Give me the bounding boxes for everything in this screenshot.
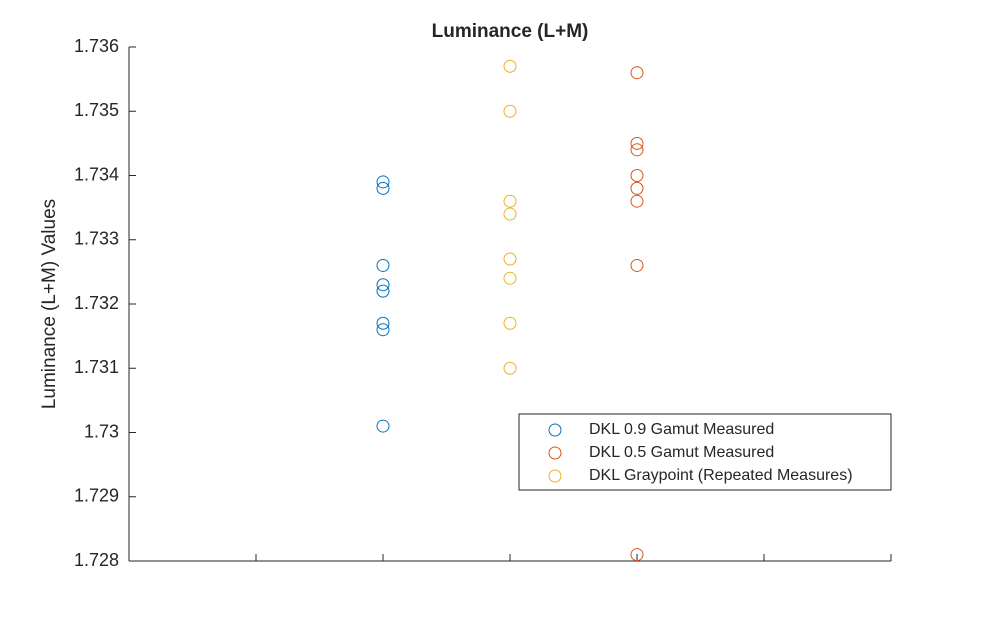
marker — [630, 143, 644, 157]
legend-marker — [548, 423, 562, 437]
marker — [503, 59, 517, 73]
marker — [376, 323, 390, 337]
chart-title: Luminance (L+M) — [432, 21, 589, 42]
marker — [503, 104, 517, 118]
marker — [630, 169, 644, 182]
marker — [630, 136, 644, 150]
legend: DKL 0.9 Gamut Measured DKL 0.5 Gamut Meas… — [518, 413, 892, 491]
y-tick-label: 1.735 — [74, 100, 119, 120]
marker — [630, 548, 644, 562]
y-tick-label: 1.732 — [74, 293, 119, 313]
marker — [630, 258, 644, 272]
y-tick-label: 1.728 — [74, 550, 119, 570]
marker — [503, 207, 517, 221]
legend-label: DKL 0.9 Gamut Measured — [589, 421, 774, 438]
marker — [503, 316, 517, 330]
legend-marker — [548, 446, 562, 460]
legend-marker — [548, 469, 562, 483]
y-tick-label: 1.733 — [74, 229, 119, 249]
y-tick-label: 1.734 — [74, 164, 119, 184]
y-tick-label: 1.73 — [84, 421, 119, 441]
marker — [376, 419, 390, 433]
y-tick-label: 1.736 — [74, 36, 119, 56]
marker — [503, 271, 517, 285]
y-axis-label: Luminance (L+M) Values — [39, 199, 60, 409]
marker — [503, 361, 517, 375]
legend-box — [518, 413, 892, 491]
marker — [630, 194, 644, 208]
marker — [503, 194, 517, 208]
marker — [376, 181, 390, 195]
marker — [630, 66, 644, 80]
marker — [376, 316, 390, 330]
y-tick-label: 1.729 — [74, 486, 119, 506]
marker — [630, 181, 644, 195]
legend-label: DKL 0.5 Gamut Measured — [589, 444, 774, 461]
y-tick-label: 1.731 — [74, 357, 119, 377]
marker — [376, 175, 390, 189]
marker — [376, 284, 390, 298]
marker — [376, 258, 390, 272]
marker — [376, 278, 390, 292]
marker — [503, 252, 517, 266]
legend-label: DKL Graypoint (Repeated Measures) — [589, 467, 853, 484]
